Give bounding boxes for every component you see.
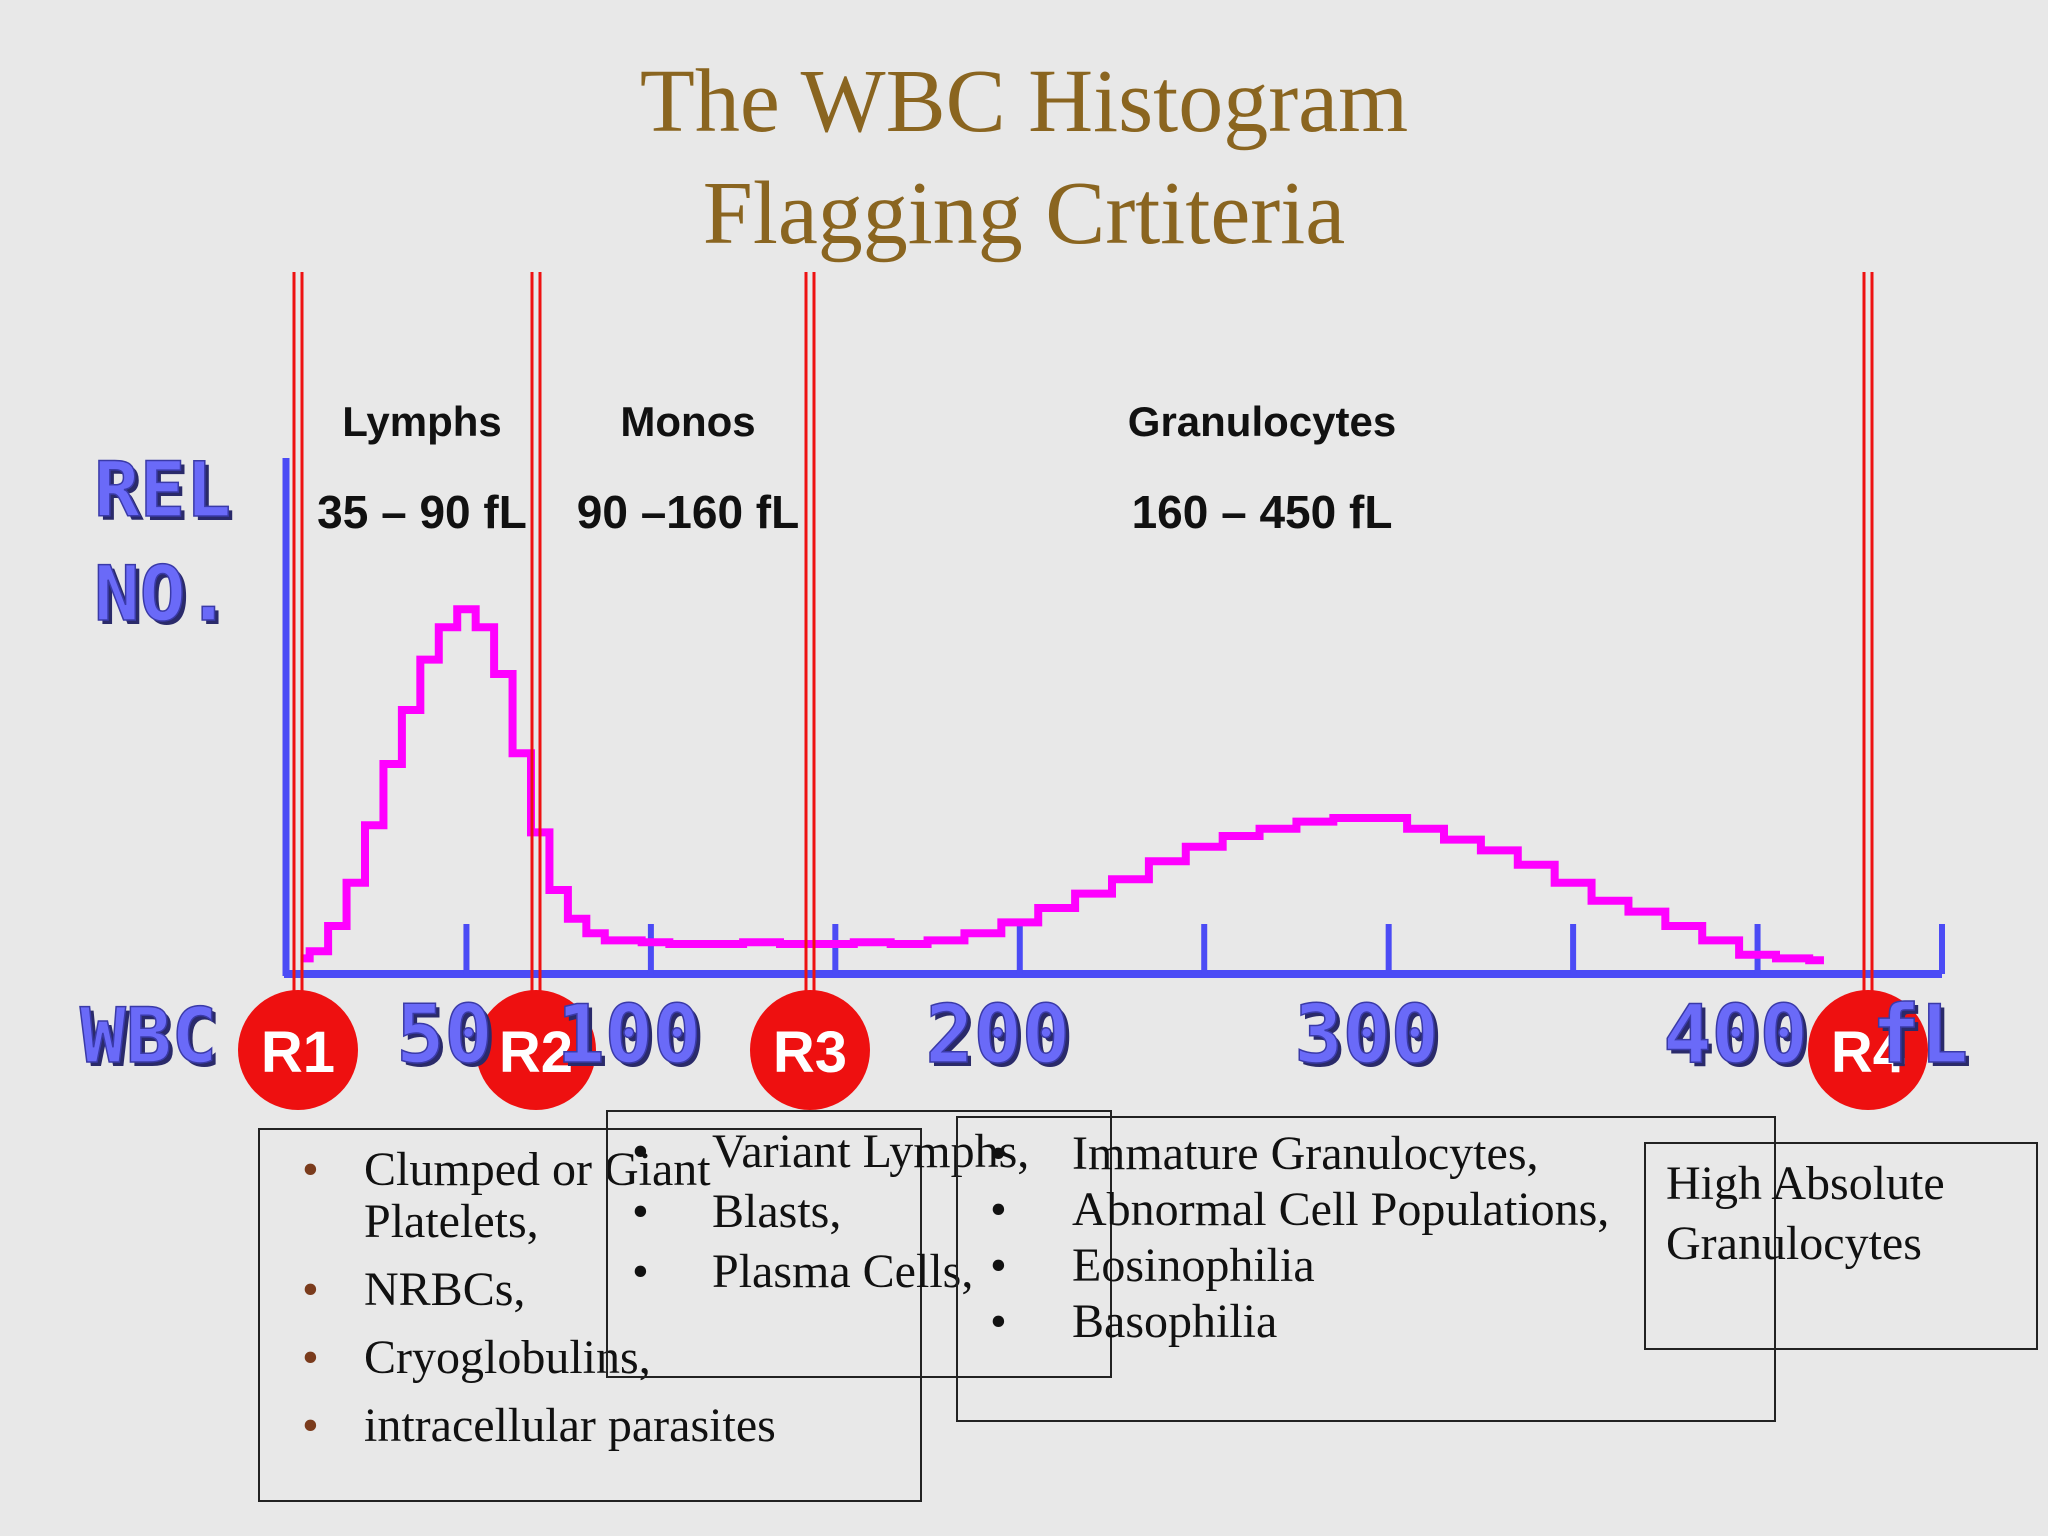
region-range-label: 35 – 90 fL [317, 486, 527, 538]
r1-item: • NRBCs, [282, 1262, 902, 1318]
r1-item-text: intracellular parasites [364, 1399, 776, 1452]
threshold-badge-label: R1 [261, 1020, 335, 1085]
threshold-badge-label: R4 [1831, 1020, 1905, 1085]
r3-item: • Abnormal Cell Populations, [972, 1182, 1772, 1238]
bullet-icon: • [990, 1239, 1007, 1292]
r1-item-text: Clumped or Giant [364, 1143, 711, 1196]
threshold-badge [476, 990, 596, 1110]
r2-item-text: Variant Lymphs, [712, 1125, 1030, 1178]
y-axis-label-line1-shadow: REL [98, 449, 235, 538]
region-range-label: 90 –160 fL [577, 486, 799, 538]
x-tick-label-text: 100 [557, 988, 702, 1081]
threshold-badge-label: R3 [773, 1020, 847, 1085]
bullet-icon: • [632, 1185, 649, 1238]
x-tick-label-text: fL [1872, 988, 1968, 1081]
r3-item: • Basophilia [972, 1294, 1772, 1350]
threshold-badge [238, 990, 358, 1110]
r2-flag-box: • Variant Lymphs, • Blasts, • Plasma Cel… [606, 1110, 1112, 1378]
bullet-icon: • [302, 1331, 319, 1384]
bullet-icon: • [632, 1125, 649, 1178]
r3-item: • Immature Granulocytes, [972, 1126, 1772, 1182]
r1-flag-box: • Clumped or Giant Platelets, • NRBCs, •… [258, 1128, 922, 1502]
bullet-icon: • [302, 1263, 319, 1316]
r1-item-text: NRBCs, [364, 1263, 526, 1316]
bullet-icon: • [302, 1399, 319, 1452]
r1-item: • intracellular parasites [282, 1398, 902, 1454]
bullet-icon: • [302, 1143, 319, 1196]
x-tick-label-shadow: 200 [930, 992, 1075, 1085]
r1-item-text: Platelets, [364, 1195, 539, 1248]
region-name-label: Granulocytes [1128, 398, 1396, 445]
y-axis-label-line2-shadow: NO. [98, 553, 235, 642]
x-tick-label-text: 200 [926, 988, 1071, 1081]
bullet-icon: • [990, 1183, 1007, 1236]
slide-title-line2: Flagging Crtiteria [702, 164, 1346, 263]
region-name-label: Monos [620, 398, 755, 445]
r3-item-text: Eosinophilia [1072, 1239, 1315, 1292]
threshold-badge [750, 990, 870, 1110]
r4-text-line2: Granulocytes [1666, 1217, 1922, 1270]
r2-item: • Plasma Cells, [628, 1242, 1108, 1302]
histogram-curve [300, 605, 1824, 965]
x-tick-label-shadow: 50 [400, 992, 496, 1085]
region-range-label: 160 – 450 fL [1132, 486, 1393, 538]
r2-item-text: Plasma Cells, [712, 1245, 974, 1298]
slide-title-line1: The WBC Histogram [639, 52, 1409, 151]
y-axis-label-line2-text: NO. [94, 549, 231, 638]
threshold-badge-label: R2 [499, 1020, 573, 1085]
r3-flag-box: • Immature Granulocytes, • Abnormal Cell… [956, 1116, 1776, 1422]
x-tick-label-shadow: 100 [561, 992, 706, 1085]
r1-item-continuation: Platelets, [282, 1194, 902, 1250]
threshold-badge [1808, 990, 1928, 1110]
r2-item: • Blasts, [628, 1182, 1108, 1242]
r3-item-text: Basophilia [1072, 1295, 1278, 1348]
r3-item: • Eosinophilia [972, 1238, 1772, 1294]
y-axis-label-line2: NO.NO. [93, 548, 235, 642]
x-axis-label-shadow: WBC [84, 995, 221, 1084]
r1-item: • Clumped or Giant [282, 1142, 902, 1198]
r1-item-text: Cryoglobulins, [364, 1331, 651, 1384]
r3-item-text: Abnormal Cell Populations, [1072, 1183, 1610, 1236]
r3-item-text: Immature Granulocytes, [1072, 1127, 1539, 1180]
x-tick-label-text: 300 [1294, 988, 1439, 1081]
y-axis-label-line1-text: REL [94, 445, 231, 534]
r2-item-text: Blasts, [712, 1185, 842, 1238]
r4-text-line1: High Absolute [1666, 1157, 1945, 1210]
region-name-label: Lymphs [342, 398, 501, 445]
x-tick-label-shadow: fL [1876, 992, 1972, 1085]
bullet-icon: • [990, 1127, 1007, 1180]
slide-title: The WBC Histogram Flagging Crtiteria [0, 46, 2048, 270]
x-tick-label-text: 50 [396, 988, 492, 1081]
x-tick-label-text: 400 [1663, 988, 1808, 1081]
r4-flag-box: High Absolute Granulocytes [1644, 1142, 2038, 1350]
x-tick-label-shadow: 300 [1298, 992, 1443, 1085]
x-axis-label-text: WBC [80, 991, 217, 1080]
x-tick-label-shadow: 400 [1667, 992, 1812, 1085]
r2-item: • Variant Lymphs, [628, 1122, 1108, 1182]
r1-item: • Cryoglobulins, [282, 1330, 902, 1386]
bullet-icon: • [990, 1295, 1007, 1348]
bullet-icon: • [632, 1245, 649, 1298]
